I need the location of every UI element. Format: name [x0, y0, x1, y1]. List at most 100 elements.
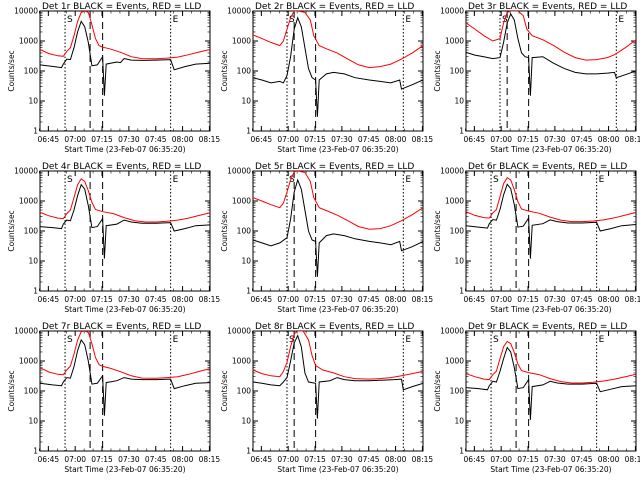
marker-label-E: E — [405, 15, 411, 25]
plot-frame — [252, 330, 424, 452]
series-line-lld — [466, 340, 636, 384]
plot-frame — [252, 10, 424, 132]
y-tick-label: 100 — [450, 227, 465, 236]
series-line-events — [466, 346, 636, 420]
x-tick-label: 07:45 — [571, 135, 593, 144]
x-tick-label: 08:00 — [172, 135, 194, 144]
marker-label-S: S — [493, 175, 499, 185]
x-axis-label: Start Time (23-Feb-07 06:35:20) — [490, 465, 611, 474]
series-group — [40, 178, 210, 259]
y-tick-label: 1000 — [445, 357, 464, 366]
x-tick-label: 08:00 — [598, 135, 620, 144]
panel-3: Det 3r BLACK = Events, RED = LLD 1 10 100 10… — [433, 2, 640, 154]
x-tick-label: 06:45 — [251, 135, 273, 144]
panel-1: Det 1r BLACK = Events, RED = LLD 1 10 100 10… — [7, 2, 220, 154]
x-tick-label: 07:00 — [490, 295, 512, 304]
x-axis-label: Start Time (23-Feb-07 06:35:20) — [64, 145, 185, 154]
x-tick-label: 07:30 — [331, 295, 353, 304]
x-tick-label: 06:45 — [464, 295, 486, 304]
panel-5: Det 5r BLACK = Events, RED = LLD 1 10 100 10… — [220, 162, 433, 314]
y-tick-label: 1 — [33, 127, 38, 136]
x-axis-label: Start Time (23-Feb-07 06:35:20) — [64, 305, 185, 314]
x-tick-label: 07:30 — [331, 455, 353, 464]
panel-7: Det 7r BLACK = Events, RED = LLD 1 10 100 10… — [7, 322, 220, 474]
panel-title: Det 9r BLACK = Events, RED = LLD — [468, 322, 627, 332]
marker-label-E: E — [405, 335, 411, 345]
marker-label-S: S — [67, 335, 73, 345]
x-tick-label: 07:15 — [91, 135, 113, 144]
panel-title: Det 7r BLACK = Events, RED = LLD — [42, 322, 201, 332]
x-tick-label: 07:30 — [544, 295, 566, 304]
marker-label-E: E — [173, 175, 179, 185]
x-tick-label: 07:15 — [517, 455, 539, 464]
x-tick-label: 07:15 — [304, 295, 326, 304]
x-axis-label: Start Time (23-Feb-07 06:35:20) — [490, 145, 611, 154]
series-group — [466, 340, 636, 420]
x-tick-label: 07:00 — [277, 295, 299, 304]
x-tick-label: 07:00 — [490, 455, 512, 464]
x-tick-label: 07:45 — [358, 455, 380, 464]
x-tick-label: 07:00 — [64, 295, 86, 304]
y-tick-label: 10 — [454, 257, 464, 266]
marker-label-S: S — [67, 175, 73, 185]
marker-label-E: E — [599, 335, 605, 345]
x-tick-label: 06:45 — [38, 455, 60, 464]
x-tick-label: 08:15 — [625, 295, 640, 304]
series-line-lld — [253, 331, 423, 380]
y-tick-label: 10 — [241, 257, 251, 266]
x-tick-label: 07:15 — [517, 135, 539, 144]
y-tick-label: 10 — [454, 417, 464, 426]
x-tick-label: 07:45 — [571, 455, 593, 464]
panel-title: Det 4r BLACK = Events, RED = LLD — [42, 162, 201, 172]
x-tick-label: 08:00 — [598, 295, 620, 304]
x-tick-label: 07:30 — [118, 455, 140, 464]
x-tick-label: 06:45 — [251, 455, 273, 464]
plot-frame — [465, 10, 637, 132]
x-tick-label: 06:45 — [38, 135, 60, 144]
marker-label-S: S — [493, 335, 499, 345]
y-tick-label: 10000 — [440, 327, 464, 336]
y-tick-label: 1 — [459, 447, 464, 456]
x-tick-label: 06:45 — [38, 295, 60, 304]
x-tick-label: 08:15 — [199, 455, 221, 464]
marker-label-S: S — [67, 15, 73, 25]
panel-title: Det 8r BLACK = Events, RED = LLD — [255, 322, 414, 332]
marker-label-S: S — [289, 175, 295, 185]
y-tick-label: 1000 — [445, 37, 464, 46]
x-tick-label: 07:45 — [358, 295, 380, 304]
series-line-events — [253, 178, 423, 277]
panel-6: Det 6r BLACK = Events, RED = LLD 1 10 100 10… — [433, 162, 640, 314]
y-tick-label: 100 — [237, 67, 252, 76]
x-tick-label: 07:30 — [544, 455, 566, 464]
series-group — [253, 171, 423, 277]
panel-9: Det 9r BLACK = Events, RED = LLD 1 10 100 10… — [433, 322, 640, 474]
y-tick-label: 100 — [450, 387, 465, 396]
series-group — [40, 331, 210, 416]
series-line-events — [40, 20, 210, 96]
y-tick-label: 100 — [237, 387, 252, 396]
y-tick-label: 1000 — [232, 197, 251, 206]
y-tick-label: 10000 — [14, 167, 38, 176]
y-tick-label: 1000 — [232, 357, 251, 366]
y-tick-label: 1 — [33, 287, 38, 296]
x-tick-label: 08:00 — [385, 295, 407, 304]
y-axis-label: Counts/sec — [220, 210, 229, 251]
panel-8: Det 8r BLACK = Events, RED = LLD 1 10 100 10… — [220, 322, 433, 474]
x-tick-label: 08:15 — [412, 295, 434, 304]
y-tick-label: 1 — [246, 447, 251, 456]
x-tick-label: 07:15 — [304, 135, 326, 144]
x-tick-label: 07:30 — [544, 135, 566, 144]
y-tick-label: 10000 — [227, 7, 251, 16]
panel-title: Det 6r BLACK = Events, RED = LLD — [468, 162, 627, 172]
x-tick-label: 07:45 — [145, 135, 167, 144]
y-tick-label: 1 — [459, 127, 464, 136]
x-axis-label: Start Time (23-Feb-07 06:35:20) — [490, 305, 611, 314]
x-tick-label: 06:45 — [464, 455, 486, 464]
y-tick-label: 10000 — [227, 327, 251, 336]
series-line-events — [253, 334, 423, 419]
x-tick-label: 08:15 — [412, 455, 434, 464]
panel-4: Det 4r BLACK = Events, RED = LLD 1 10 100 10… — [7, 162, 220, 314]
y-axis-label: Counts/sec — [7, 50, 16, 91]
x-tick-label: 07:15 — [517, 295, 539, 304]
x-tick-label: 07:15 — [91, 295, 113, 304]
